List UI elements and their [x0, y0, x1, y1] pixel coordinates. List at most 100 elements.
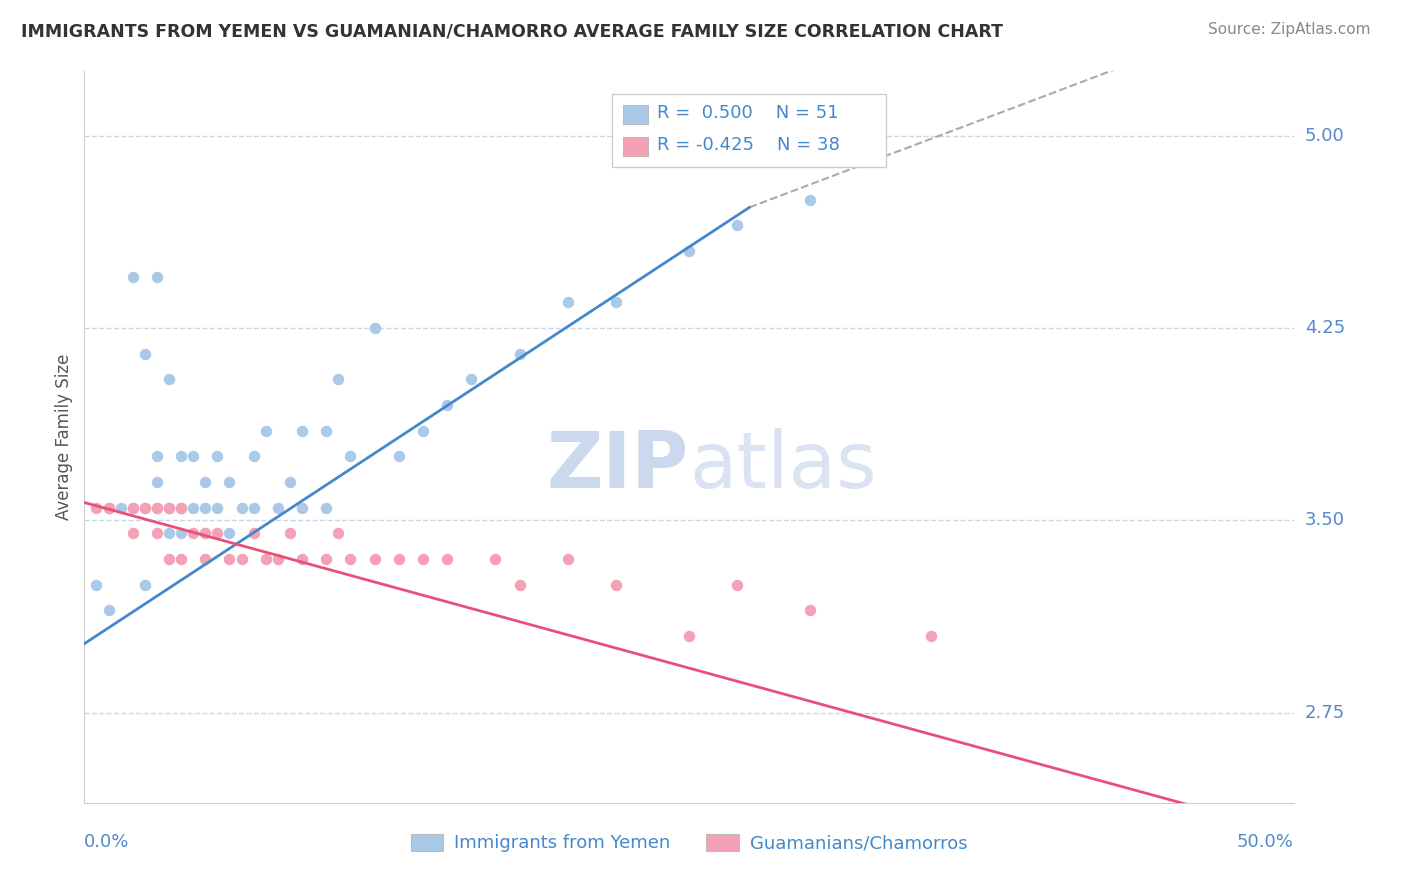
Point: [194, 526, 217, 541]
Point: [388, 552, 411, 566]
Text: 0.0%: 0.0%: [84, 833, 129, 851]
Point: [207, 500, 229, 515]
Y-axis label: Average Family Size: Average Family Size: [55, 354, 73, 520]
Point: [134, 500, 156, 515]
Text: atlas: atlas: [689, 428, 876, 504]
Point: [509, 577, 531, 591]
Text: 5.00: 5.00: [1305, 127, 1344, 145]
Point: [134, 500, 156, 515]
Point: [328, 526, 350, 541]
Text: 50.0%: 50.0%: [1237, 833, 1294, 851]
Point: [291, 552, 314, 566]
Point: [86, 577, 108, 591]
Point: [97, 500, 120, 515]
Point: [97, 500, 120, 515]
Point: [436, 398, 458, 412]
Point: [121, 500, 143, 515]
Point: [315, 552, 337, 566]
Point: [170, 552, 193, 566]
Point: [484, 552, 506, 566]
Point: [315, 500, 337, 515]
Point: [436, 552, 458, 566]
Point: [121, 500, 143, 515]
Text: R =  0.500    N = 51: R = 0.500 N = 51: [657, 104, 838, 122]
Point: [157, 372, 180, 386]
Point: [194, 475, 217, 489]
Point: [605, 577, 627, 591]
Point: [146, 500, 169, 515]
Point: [157, 526, 180, 541]
Point: [254, 424, 277, 438]
Point: [207, 526, 229, 541]
Point: [363, 321, 385, 335]
Point: [146, 526, 169, 541]
Point: [242, 526, 264, 541]
Point: [339, 450, 361, 464]
Point: [509, 346, 531, 360]
Point: [157, 552, 180, 566]
Point: [267, 500, 290, 515]
Legend: Immigrants from Yemen, Guamanians/Chamorros: Immigrants from Yemen, Guamanians/Chamor…: [404, 826, 974, 860]
Point: [315, 424, 337, 438]
Point: [146, 269, 169, 284]
Point: [121, 269, 143, 284]
Point: [110, 500, 132, 515]
Point: [339, 552, 361, 566]
Point: [194, 552, 217, 566]
Point: [121, 526, 143, 541]
Point: [920, 629, 942, 643]
Text: 4.25: 4.25: [1305, 319, 1346, 337]
Point: [134, 577, 156, 591]
Text: Source: ZipAtlas.com: Source: ZipAtlas.com: [1208, 22, 1371, 37]
Point: [207, 450, 229, 464]
Text: 2.75: 2.75: [1305, 704, 1346, 722]
Point: [328, 372, 350, 386]
Point: [363, 552, 385, 566]
Point: [388, 450, 411, 464]
Point: [460, 372, 482, 386]
Point: [291, 500, 314, 515]
Point: [170, 526, 193, 541]
Point: [605, 295, 627, 310]
Point: [170, 500, 193, 515]
Point: [678, 629, 700, 643]
Point: [170, 500, 193, 515]
Point: [194, 500, 217, 515]
Point: [725, 219, 748, 233]
Point: [157, 500, 180, 515]
Point: [218, 526, 240, 541]
Text: ZIP: ZIP: [547, 428, 689, 504]
Text: 3.50: 3.50: [1305, 511, 1344, 530]
Point: [1234, 808, 1257, 822]
Point: [799, 603, 821, 617]
Point: [218, 475, 240, 489]
Point: [231, 500, 253, 515]
Point: [678, 244, 700, 258]
Point: [194, 526, 217, 541]
Point: [170, 450, 193, 464]
Point: [267, 552, 290, 566]
Point: [86, 500, 108, 515]
Point: [231, 552, 253, 566]
Point: [97, 603, 120, 617]
Point: [181, 500, 204, 515]
Text: IMMIGRANTS FROM YEMEN VS GUAMANIAN/CHAMORRO AVERAGE FAMILY SIZE CORRELATION CHAR: IMMIGRANTS FROM YEMEN VS GUAMANIAN/CHAMO…: [21, 22, 1002, 40]
Point: [254, 552, 277, 566]
Point: [725, 577, 748, 591]
Point: [146, 450, 169, 464]
Point: [242, 500, 264, 515]
Point: [242, 450, 264, 464]
Point: [134, 346, 156, 360]
Point: [278, 475, 301, 489]
Point: [181, 450, 204, 464]
Point: [146, 500, 169, 515]
Point: [799, 193, 821, 207]
Point: [218, 552, 240, 566]
Point: [291, 424, 314, 438]
Point: [412, 424, 434, 438]
Point: [146, 475, 169, 489]
Point: [557, 552, 579, 566]
Point: [557, 295, 579, 310]
Text: R = -0.425    N = 38: R = -0.425 N = 38: [657, 136, 839, 154]
Point: [412, 552, 434, 566]
